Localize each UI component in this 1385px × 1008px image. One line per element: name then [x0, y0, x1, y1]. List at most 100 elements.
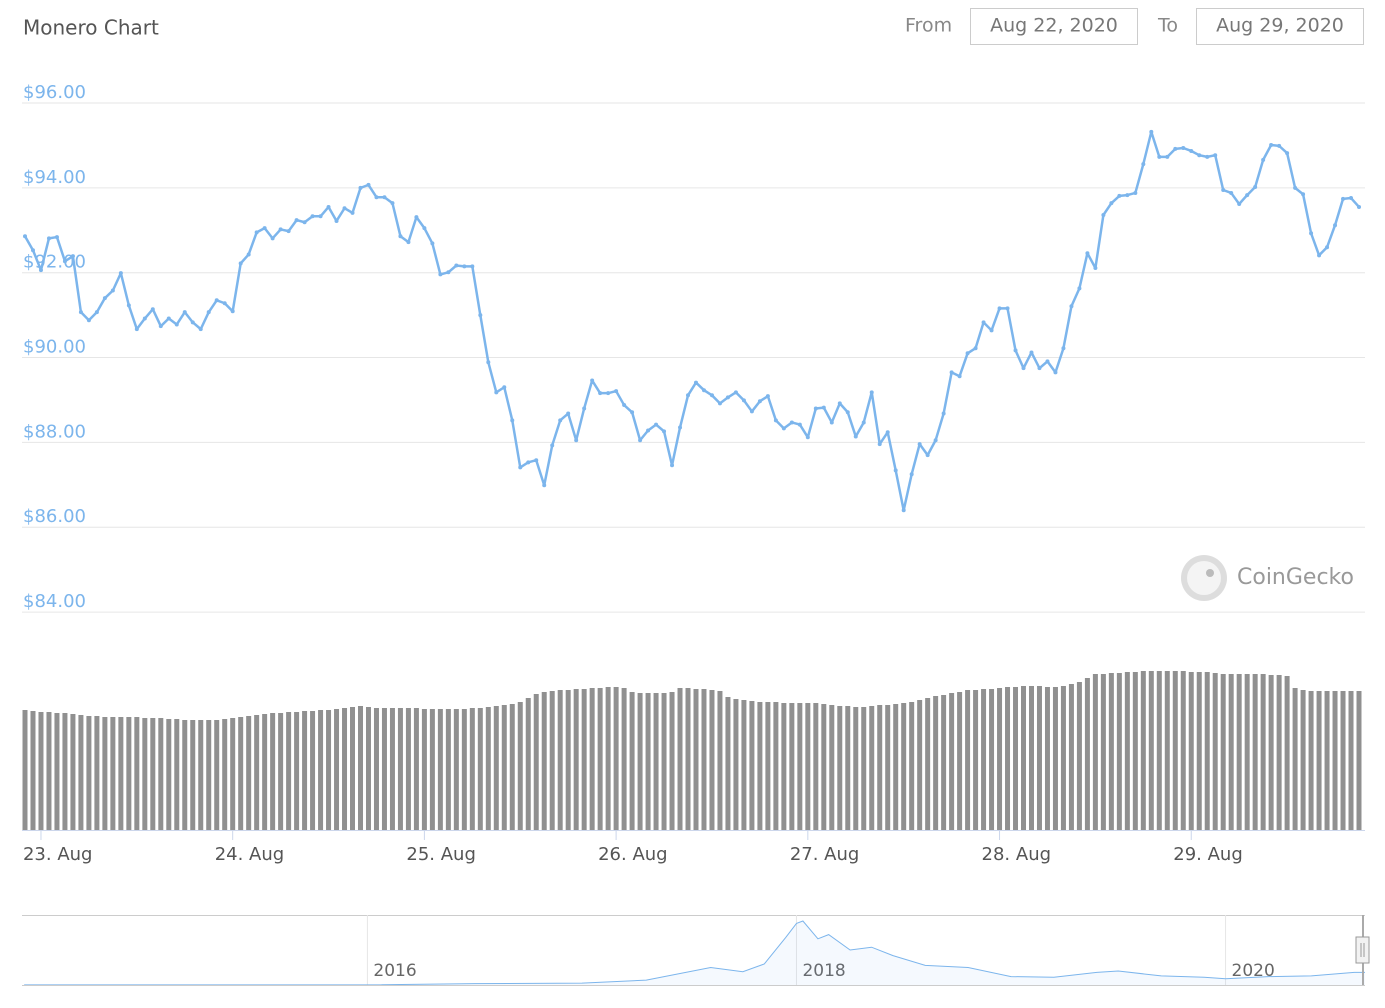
- price-point: [94, 310, 99, 315]
- volume-bar: [549, 691, 555, 830]
- volume-bar: [605, 687, 611, 830]
- price-point: [662, 429, 667, 434]
- price-point: [414, 215, 419, 220]
- price-point: [877, 442, 882, 447]
- volume-bar: [1148, 671, 1154, 830]
- volume-bar: [805, 703, 811, 830]
- price-point: [1005, 306, 1010, 311]
- volume-bar: [1196, 672, 1202, 830]
- price-point: [1277, 143, 1282, 148]
- price-point: [302, 220, 307, 225]
- navigator-handle[interactable]: [1355, 936, 1370, 964]
- volume-bar: [861, 707, 867, 830]
- volume-bar: [1028, 686, 1034, 830]
- volume-bar: [1188, 672, 1194, 830]
- price-point: [1181, 145, 1186, 150]
- watermark-icon-inner: [1187, 561, 1221, 595]
- volume-bar: [725, 697, 731, 830]
- volume-bar: [142, 718, 148, 830]
- price-point: [773, 418, 778, 423]
- volume-bar: [1156, 671, 1162, 830]
- volume-bar: [981, 689, 987, 830]
- volume-bar: [134, 717, 140, 830]
- price-point: [1029, 350, 1034, 355]
- volume-bar: [1212, 673, 1218, 830]
- volume-bar: [174, 719, 180, 830]
- to-input[interactable]: [1196, 8, 1364, 45]
- x-tick-label: 25. Aug: [406, 844, 476, 865]
- volume-bar: [46, 712, 52, 830]
- volume-bar: [709, 690, 715, 830]
- price-point: [1253, 185, 1258, 190]
- price-point: [358, 185, 363, 190]
- volume-bar: [1236, 674, 1242, 830]
- volume-bar: [1036, 686, 1042, 830]
- y-tick-label: $86.00: [23, 506, 86, 527]
- volume-bar: [1164, 671, 1170, 830]
- price-point: [590, 378, 595, 383]
- volume-bar: [909, 702, 915, 830]
- price-point: [1357, 204, 1361, 209]
- price-point: [70, 254, 75, 259]
- volume-bar: [397, 708, 403, 830]
- price-point: [182, 310, 187, 315]
- price-point: [166, 316, 171, 321]
- volume-bar: [1276, 675, 1282, 830]
- price-point: [1077, 286, 1082, 291]
- volume-bar: [957, 692, 963, 830]
- volume-bar: [1324, 691, 1330, 830]
- price-point: [717, 401, 722, 406]
- volume-bar: [286, 712, 292, 830]
- y-tick-label: $88.00: [23, 421, 86, 442]
- price-point: [246, 252, 251, 257]
- volume-bar: [78, 715, 84, 830]
- volume-bar: [557, 690, 563, 830]
- volume-bar: [182, 720, 188, 830]
- price-point: [582, 406, 587, 411]
- from-date: Aug 22, 2020: [990, 15, 1118, 37]
- price-point: [222, 301, 227, 306]
- price-point: [1309, 231, 1314, 236]
- price-point: [254, 230, 259, 235]
- volume-bar: [829, 705, 835, 830]
- price-line: [23, 130, 1360, 512]
- price-point: [598, 391, 603, 396]
- price-point: [606, 391, 611, 396]
- volume-bar: [270, 713, 276, 830]
- from-input[interactable]: [970, 8, 1138, 45]
- volume-bar: [1005, 687, 1011, 830]
- price-point: [781, 426, 786, 431]
- price-point: [670, 463, 675, 468]
- price-point: [1101, 213, 1106, 218]
- price-point: [478, 313, 483, 318]
- volume-bar: [1116, 673, 1122, 830]
- volume-bar: [733, 699, 739, 830]
- watermark-text: CoinGecko: [1237, 565, 1354, 590]
- volume-bar: [509, 704, 515, 830]
- volume-bar: [365, 707, 371, 830]
- volume-bar: [1292, 688, 1298, 830]
- volume-bar: [30, 711, 36, 830]
- volume-bar: [477, 708, 483, 830]
- volume-bar: [653, 693, 659, 830]
- price-point: [262, 226, 267, 231]
- price-point: [853, 434, 858, 439]
- y-tick-label: $94.00: [23, 167, 86, 188]
- to-label: To: [1157, 15, 1178, 37]
- volume-bar: [597, 688, 603, 830]
- volume-bar: [1068, 684, 1074, 830]
- price-point: [1149, 129, 1154, 134]
- price-point: [62, 259, 67, 264]
- volume-bar: [1220, 674, 1226, 830]
- price-point: [997, 306, 1002, 311]
- price-point: [350, 210, 355, 215]
- price-point: [310, 214, 315, 219]
- price-point: [502, 385, 507, 390]
- price-point: [845, 410, 850, 415]
- price-point: [142, 316, 147, 321]
- volume-bar: [813, 703, 819, 830]
- price-point: [821, 405, 826, 410]
- volume-bar: [989, 689, 995, 830]
- price-point: [797, 422, 802, 427]
- x-tick-label: 24. Aug: [215, 844, 285, 865]
